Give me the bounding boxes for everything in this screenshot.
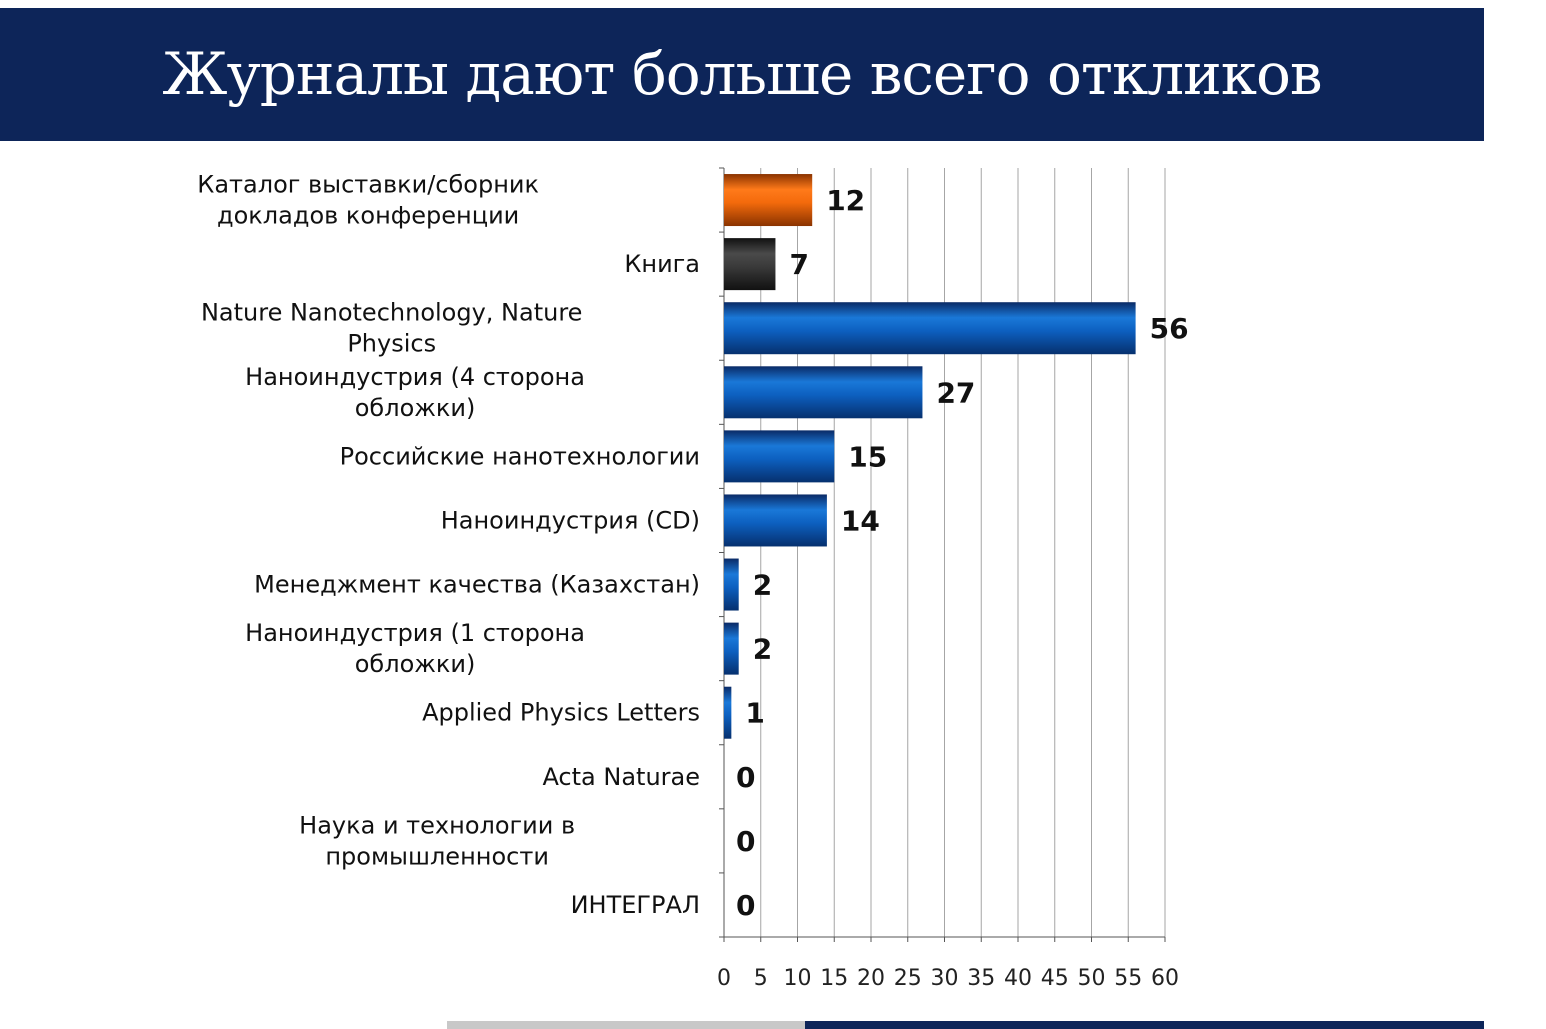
category-label: Российские нанотехнологии xyxy=(340,442,700,470)
category-label: Наноиндустрия (4 сторона обложки) xyxy=(245,363,585,422)
bar xyxy=(724,238,776,291)
bars xyxy=(724,174,1136,739)
footer-bar-navy xyxy=(805,1021,1484,1029)
data-label: 27 xyxy=(936,376,975,409)
slide-header: Журналы дают больше всего откликов xyxy=(0,8,1484,141)
bar xyxy=(724,174,813,227)
x-tick-label: 25 xyxy=(894,966,922,991)
data-label: 14 xyxy=(841,504,880,537)
data-label: 0 xyxy=(736,825,755,858)
category-label: Acta Naturae xyxy=(542,763,700,791)
category-label: Nature Nanotechnology, Nature Physics xyxy=(201,299,582,358)
footer-bar-gray xyxy=(447,1021,805,1029)
bar xyxy=(724,302,1136,355)
data-label: 1 xyxy=(745,697,764,730)
x-tick-label: 5 xyxy=(754,966,768,991)
gridlines xyxy=(760,168,1166,937)
category-label: Книга xyxy=(624,250,700,278)
x-tick-label: 55 xyxy=(1114,966,1142,991)
data-label: 0 xyxy=(736,889,755,922)
x-tick-label: 60 xyxy=(1151,966,1179,991)
data-label: 7 xyxy=(789,248,808,281)
x-tick-label: 15 xyxy=(820,966,848,991)
x-tick-label: 35 xyxy=(967,966,995,991)
category-label: Наноиндустрия (1 сторона обложки) xyxy=(245,619,585,678)
data-label: 2 xyxy=(753,569,772,602)
slide-title: Журналы дают больше всего откликов xyxy=(162,40,1322,108)
data-labels: 12 7 56 27 15 14 2 2 1 0 0 0 xyxy=(736,184,1189,922)
x-tick-labels: 0 5 10 15 20 25 30 35 40 45 50 55 60 xyxy=(717,966,1179,991)
x-tick-label: 30 xyxy=(931,966,959,991)
x-tick-label: 45 xyxy=(1041,966,1069,991)
category-label: Applied Physics Letters xyxy=(422,699,700,727)
x-tick-label: 20 xyxy=(857,966,885,991)
category-label: Наука и технологии в промышленности xyxy=(299,811,575,870)
category-label: Каталог выставки/сборник докладов конфере… xyxy=(197,171,539,230)
data-label: 2 xyxy=(753,633,772,666)
bar xyxy=(724,366,923,419)
category-label: ИНТЕГРАЛ xyxy=(571,891,700,919)
bar xyxy=(724,494,827,547)
data-label: 12 xyxy=(826,184,865,217)
axes xyxy=(719,167,1166,942)
bar xyxy=(724,622,739,675)
category-label: Наноиндустрия (CD) xyxy=(441,506,700,534)
data-label: 56 xyxy=(1150,312,1189,345)
x-tick-label: 40 xyxy=(1004,966,1032,991)
x-tick-label: 50 xyxy=(1078,966,1106,991)
x-tick-label: 10 xyxy=(784,966,812,991)
bar xyxy=(724,558,739,611)
category-label: Менеджмент качества (Казахстан) xyxy=(254,571,700,599)
data-label: 0 xyxy=(736,761,755,794)
data-label: 15 xyxy=(848,440,887,473)
x-tick-label: 0 xyxy=(717,966,731,991)
bar xyxy=(724,430,835,483)
bar xyxy=(724,686,732,739)
category-labels: Каталог выставки/сборник докладов конфере… xyxy=(197,171,700,919)
